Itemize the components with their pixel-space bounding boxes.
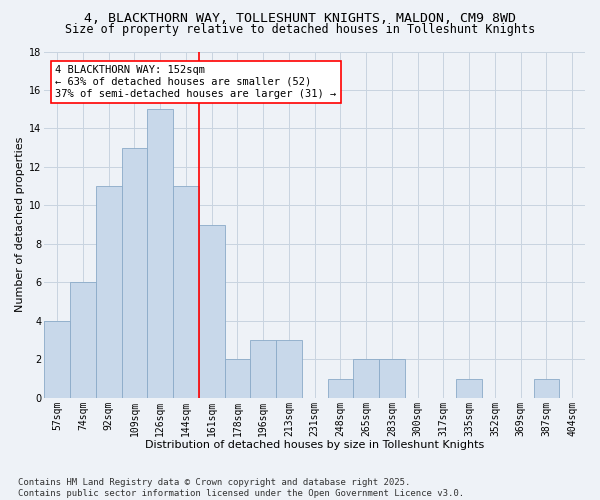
- Bar: [250, 340, 276, 398]
- Bar: [276, 340, 302, 398]
- Bar: [353, 360, 379, 398]
- Bar: [44, 321, 70, 398]
- Bar: [456, 378, 482, 398]
- Bar: [379, 360, 405, 398]
- Text: Contains HM Land Registry data © Crown copyright and database right 2025.
Contai: Contains HM Land Registry data © Crown c…: [18, 478, 464, 498]
- Bar: [96, 186, 122, 398]
- Bar: [70, 282, 96, 398]
- Bar: [328, 378, 353, 398]
- Bar: [199, 224, 224, 398]
- X-axis label: Distribution of detached houses by size in Tolleshunt Knights: Distribution of detached houses by size …: [145, 440, 484, 450]
- Bar: [533, 378, 559, 398]
- Text: 4 BLACKTHORN WAY: 152sqm
← 63% of detached houses are smaller (52)
37% of semi-d: 4 BLACKTHORN WAY: 152sqm ← 63% of detach…: [55, 66, 337, 98]
- Text: Size of property relative to detached houses in Tolleshunt Knights: Size of property relative to detached ho…: [65, 24, 535, 36]
- Y-axis label: Number of detached properties: Number of detached properties: [15, 137, 25, 312]
- Bar: [122, 148, 148, 398]
- Bar: [173, 186, 199, 398]
- Bar: [224, 360, 250, 398]
- Text: 4, BLACKTHORN WAY, TOLLESHUNT KNIGHTS, MALDON, CM9 8WD: 4, BLACKTHORN WAY, TOLLESHUNT KNIGHTS, M…: [84, 12, 516, 26]
- Bar: [148, 109, 173, 398]
